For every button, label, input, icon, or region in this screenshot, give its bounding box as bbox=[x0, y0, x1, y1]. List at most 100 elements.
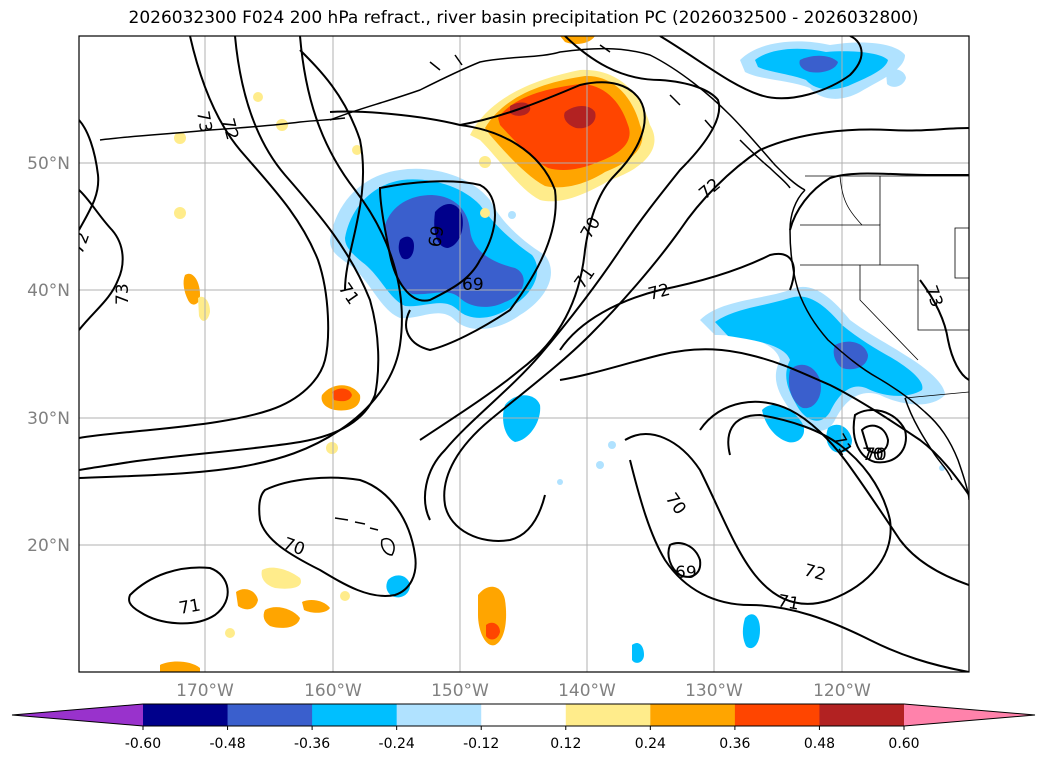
colorbar-tick-label: 0.48 bbox=[804, 736, 835, 752]
colorbar-tick-label: 0.36 bbox=[719, 736, 750, 752]
border-california bbox=[800, 264, 969, 331]
coast-vancouver bbox=[739, 139, 791, 189]
precip-positive-patch-b2 bbox=[486, 622, 500, 640]
colorbar: -0.60 -0.48 -0.36 -0.24 -0.12 0.12 0.24 0.36 0.4… bbox=[11, 703, 1036, 752]
colorbar-extend-high bbox=[904, 704, 1035, 726]
lon-label: 140°W bbox=[558, 681, 616, 701]
contour-label: 73 bbox=[192, 109, 215, 134]
precip-positive-dot-8 bbox=[340, 591, 350, 601]
coast-baja bbox=[904, 397, 953, 481]
colorbar-tick-label: 0.12 bbox=[550, 736, 581, 752]
contour-72-west bbox=[79, 119, 100, 231]
lat-label: 20°N bbox=[27, 536, 70, 556]
coast-inlets bbox=[429, 44, 713, 129]
contour-70-gulf bbox=[419, 81, 646, 441]
precip-negative-dot-3 bbox=[508, 211, 516, 219]
colorbar-tick-label: -0.12 bbox=[463, 736, 499, 752]
precip-negative-dot-2 bbox=[596, 461, 604, 469]
precip-negative-california-24 bbox=[715, 296, 923, 421]
colorbar-segment bbox=[227, 704, 313, 726]
precip-positive-patch-c3 bbox=[236, 589, 258, 610]
contour-70-ca-inner bbox=[860, 424, 890, 454]
contour-label: 70 bbox=[862, 445, 884, 465]
precip-negative-patch-b bbox=[762, 404, 805, 443]
colorbar-segment bbox=[819, 704, 905, 726]
map-title: 2026032300 F024 200 hPa refract., river … bbox=[128, 8, 919, 28]
precip-positive-dot-5 bbox=[276, 119, 288, 131]
contour-label: 71 bbox=[177, 595, 202, 618]
contour-73-main bbox=[79, 36, 330, 439]
lon-label: 120°W bbox=[813, 681, 871, 701]
contour-label: 73 bbox=[113, 283, 133, 305]
precip-positive-patch-g bbox=[560, 36, 595, 44]
contour-label: 69 bbox=[462, 275, 484, 295]
colorbar-tick-label: -0.24 bbox=[379, 736, 415, 752]
precip-positive-gulf-48 bbox=[564, 106, 596, 129]
colorbar-tick-label: 0.60 bbox=[888, 736, 919, 752]
contour-72-east bbox=[559, 252, 795, 351]
contour-71-south bbox=[629, 459, 969, 672]
precip-positive-dot-3 bbox=[479, 156, 491, 168]
contour-73-gulf bbox=[759, 127, 969, 151]
colorbar-segment bbox=[650, 704, 736, 726]
lat-label: 30°N bbox=[27, 409, 70, 429]
colorbar-extend-low bbox=[12, 704, 143, 726]
contour-70-large bbox=[329, 110, 557, 352]
precip-shading bbox=[160, 36, 945, 672]
precip-positive-dot-7 bbox=[225, 628, 235, 638]
contour-69-south bbox=[667, 542, 702, 578]
precip-negative-california-36 bbox=[788, 364, 821, 409]
lon-tick-labels: 170°W 160°W 150°W 140°W 130°W 120°W bbox=[176, 681, 871, 701]
colorbar-segment bbox=[734, 704, 820, 726]
coast-hawaii bbox=[334, 517, 395, 556]
contour-69-inner bbox=[378, 180, 496, 302]
colorbar-segment bbox=[312, 704, 398, 726]
precip-negative-northeast-36 bbox=[799, 55, 838, 73]
lat-label: 50°N bbox=[27, 154, 70, 174]
precip-positive-dot-9 bbox=[352, 145, 362, 155]
contour-72-north bbox=[299, 49, 365, 291]
contour-label: 70 bbox=[865, 445, 887, 465]
contour-70-small-ca bbox=[852, 409, 907, 464]
colorbar-segment bbox=[143, 704, 229, 726]
border-interior bbox=[839, 175, 969, 279]
lon-label: 130°W bbox=[685, 681, 743, 701]
precip-positive-patch-c2 bbox=[263, 607, 300, 628]
contour-72-south-east bbox=[699, 400, 969, 586]
contour-72-gulf bbox=[443, 36, 863, 542]
political-borders bbox=[800, 175, 969, 399]
coast-north-america-west bbox=[789, 189, 969, 501]
lon-label: 160°W bbox=[304, 681, 362, 701]
contour-72-main bbox=[79, 36, 380, 471]
precip-negative-dot-1 bbox=[608, 441, 616, 449]
lon-label: 170°W bbox=[176, 681, 234, 701]
colorbar-tick-label: -0.48 bbox=[209, 736, 245, 752]
precip-positive-patch-c bbox=[261, 567, 301, 589]
precip-positive-dot-4 bbox=[480, 208, 490, 218]
precip-negative-patch-f bbox=[632, 643, 644, 663]
map-plot-area: 73 72 72 73 71 69 69 70 71 72 72 73 70 7… bbox=[78, 35, 970, 673]
colorbar-segment bbox=[565, 704, 651, 726]
precip-negative-patch-a bbox=[503, 395, 541, 442]
precip-negative-patch-d bbox=[742, 614, 760, 649]
precip-negative-patch-g bbox=[886, 69, 906, 87]
precip-positive-patch-a2 bbox=[332, 388, 352, 402]
coast-alaska-peninsula bbox=[99, 117, 346, 141]
precip-positive-dot-1 bbox=[174, 132, 186, 144]
coastlines bbox=[99, 44, 969, 556]
colorbar-segment bbox=[481, 704, 567, 726]
map-frame bbox=[78, 35, 970, 673]
precip-negative-central-48 bbox=[434, 204, 463, 248]
precip-positive-patch-c4 bbox=[302, 600, 330, 613]
colorbar-tick-label: -0.60 bbox=[125, 736, 161, 752]
precip-negative-central-36 bbox=[385, 195, 524, 307]
precip-positive-patch-f bbox=[160, 661, 200, 672]
lon-label: 150°W bbox=[431, 681, 489, 701]
precip-negative-dot-4 bbox=[557, 479, 563, 485]
colorbar-segment bbox=[396, 704, 482, 726]
precip-positive-dot-10 bbox=[326, 442, 338, 454]
contour-70-south bbox=[624, 413, 892, 605]
contour-71-gulf bbox=[424, 36, 721, 521]
colorbar-tick-label: -0.36 bbox=[294, 736, 330, 752]
border-mexico bbox=[904, 391, 969, 399]
